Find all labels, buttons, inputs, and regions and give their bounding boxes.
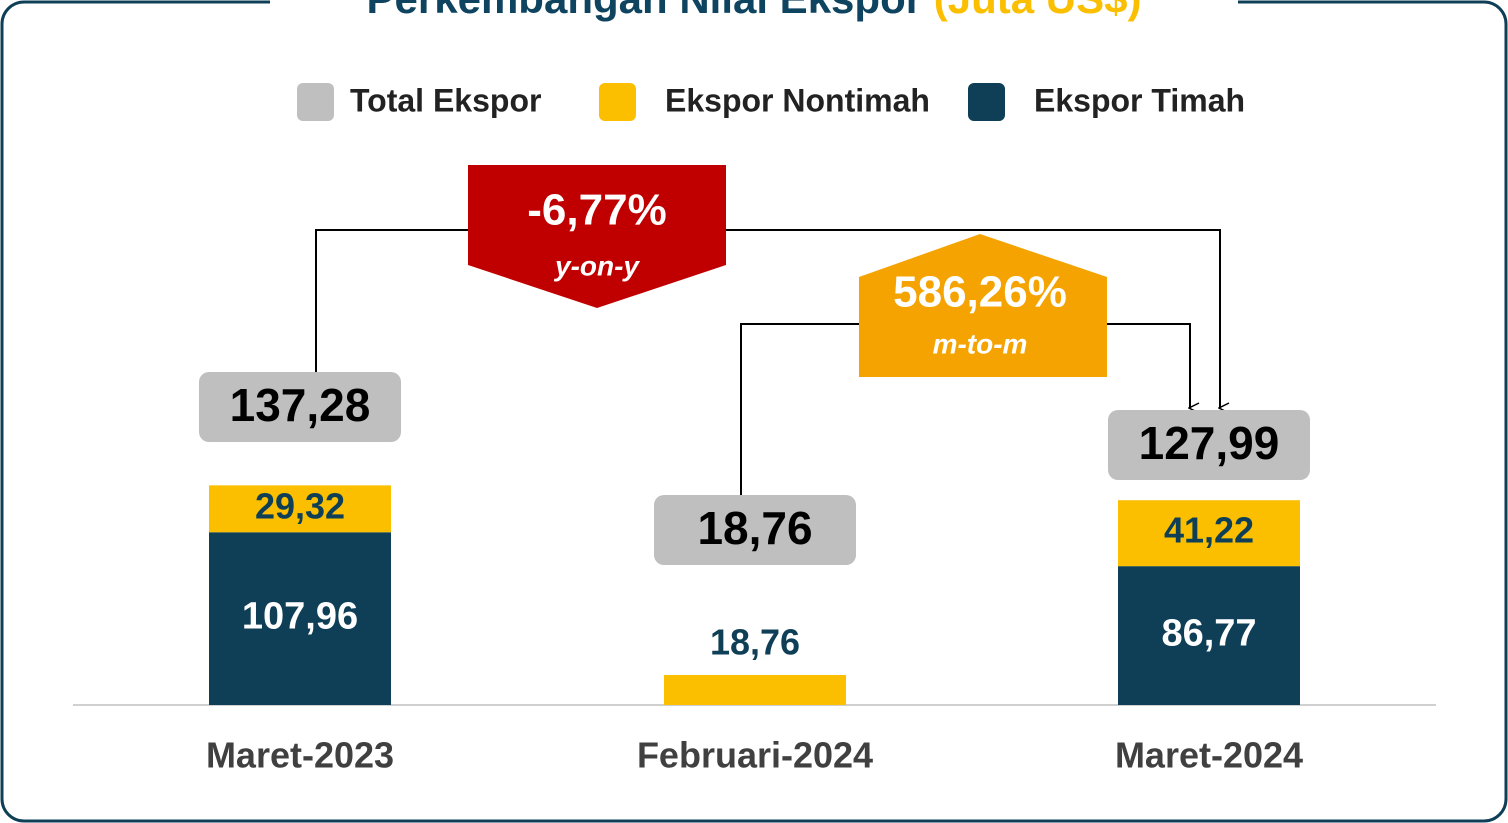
total-label: 18,76 <box>697 502 812 554</box>
title-main: Perkembangan Nilai Ekspor <box>367 0 923 22</box>
title-unit: (Juta US$) <box>934 0 1142 22</box>
total-box <box>1108 410 1310 480</box>
connector <box>1107 323 1190 408</box>
annotation-subtext: y-on-y <box>553 250 640 281</box>
total-label: 137,28 <box>230 379 371 431</box>
chart-title: Perkembangan Nilai Ekspor (Juta US$) <box>367 0 1142 22</box>
total-box <box>654 495 856 565</box>
annotation-shape <box>859 234 1107 377</box>
legend-label: Ekspor Timah <box>1034 82 1245 118</box>
value-label: 29,32 <box>255 485 345 526</box>
value-label: 18,76 <box>710 621 800 662</box>
title-backdrop <box>270 0 1238 20</box>
x-tick-label: Maret-2023 <box>206 735 394 776</box>
value-label: 107,96 <box>242 596 358 638</box>
annotation-subtext: m-to-m <box>933 328 1028 359</box>
connector <box>315 229 468 372</box>
connector <box>726 229 1220 408</box>
annotation-shape <box>468 165 726 308</box>
total-label: 127,99 <box>1139 417 1280 469</box>
legend-swatch <box>599 83 636 121</box>
legend-label: Total Ekspor <box>350 82 541 118</box>
bar-segment <box>1118 500 1300 567</box>
legend-swatch <box>968 83 1005 121</box>
bar-segment <box>1118 566 1300 705</box>
annotation-value: -6,77% <box>527 186 666 235</box>
x-tick-label: Februari-2024 <box>637 735 873 776</box>
bar-segment <box>209 485 391 533</box>
connectors <box>315 229 1220 495</box>
value-label: 86,77 <box>1161 613 1256 655</box>
value-label: 41,22 <box>1164 510 1254 551</box>
bar-segment <box>664 674 846 705</box>
total-box <box>199 372 401 442</box>
annotation-value: 586,26% <box>893 268 1067 317</box>
x-tick-label: Maret-2024 <box>1115 735 1303 776</box>
connector <box>740 323 859 495</box>
legend-label: Ekspor Nontimah <box>665 82 930 118</box>
legend-swatch <box>297 83 334 121</box>
bar-segment <box>209 532 391 705</box>
